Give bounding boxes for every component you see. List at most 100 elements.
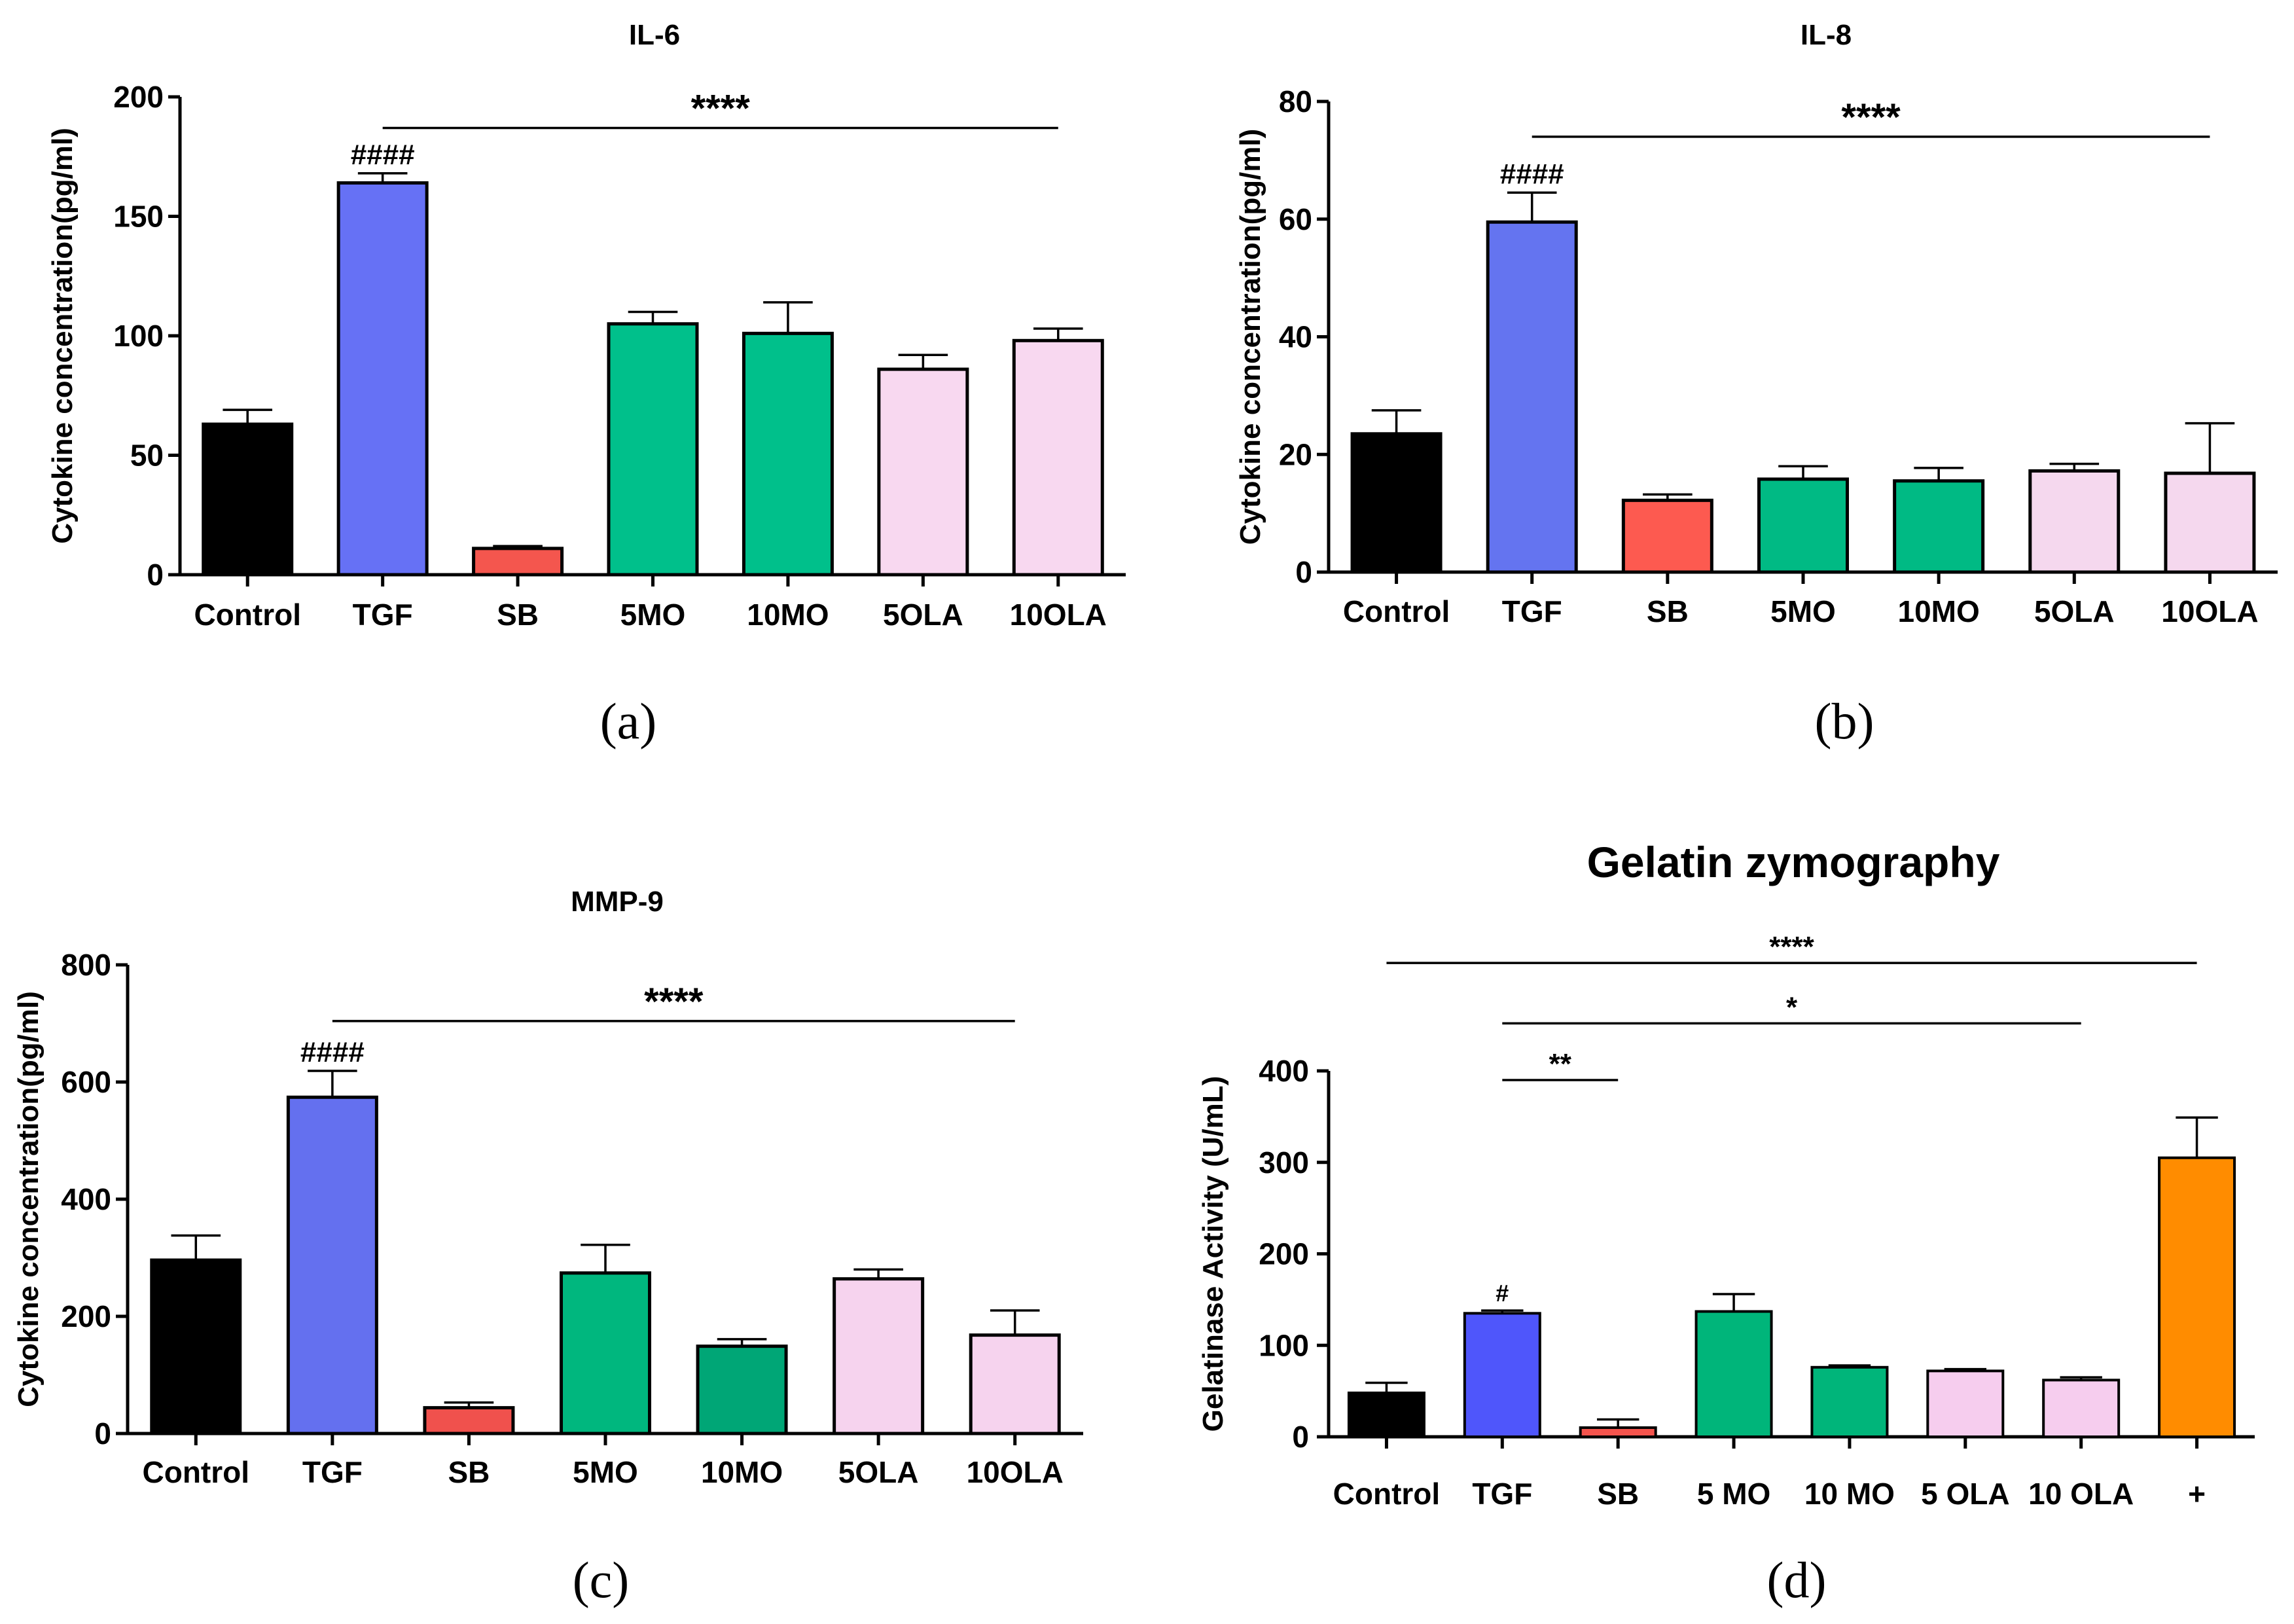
y-tick-label: 0 [1295, 555, 1312, 589]
x-tick-label: TGF [353, 598, 413, 632]
hash-annotation: #### [351, 139, 415, 171]
y-tick-label: 800 [61, 948, 111, 982]
y-tick-label: 0 [147, 558, 164, 592]
bar [833, 1277, 925, 1435]
y-tick-label: 200 [1259, 1237, 1309, 1271]
x-tick-label: 5 OLA [1921, 1477, 2009, 1511]
bar [1012, 338, 1104, 577]
x-tick-label: Control [143, 1455, 250, 1489]
y-tick-label: 100 [113, 319, 164, 353]
significance-stars: **** [1841, 96, 1901, 139]
bar [423, 1406, 515, 1435]
x-tick-label: 10 OLA [2028, 1477, 2134, 1511]
x-tick-label: 10OLA [2161, 594, 2258, 628]
y-axis-label: Cytokine concentration(pg/ml) [46, 128, 79, 544]
bar [969, 1333, 1061, 1435]
bar [1757, 477, 1849, 574]
chart-title: MMP-9 [571, 886, 664, 918]
bar [1579, 1426, 1657, 1438]
x-tick-label: 10MO [1898, 594, 1980, 628]
bar [2164, 471, 2256, 574]
bar [1810, 1365, 1889, 1439]
y-tick-label: 40 [1279, 320, 1312, 354]
x-tick-label: 10MO [701, 1455, 783, 1489]
chart-title: IL-6 [629, 19, 680, 51]
bar [472, 547, 564, 577]
y-tick-label: 80 [1279, 84, 1312, 118]
x-tick-label: TGF [302, 1455, 363, 1489]
x-tick-label: TGF [1472, 1477, 1532, 1511]
hash-annotation: # [1496, 1280, 1509, 1307]
bar [1694, 1310, 1773, 1438]
bar [1350, 432, 1443, 574]
x-tick-label: 5OLA [883, 598, 963, 632]
significance-stars: * [1786, 991, 1798, 1023]
x-tick-label: SB [1597, 1477, 1639, 1511]
chart-panel-b: IL-8 Cytokine concentration(pg/ml) 0 20 40 60… [1234, 19, 2278, 749]
y-tick-label: 200 [61, 1299, 111, 1333]
x-tick-label: SB [497, 598, 539, 632]
x-tick-label: 10 MO [1804, 1477, 1895, 1511]
x-tick-label: 5 MO [1697, 1477, 1770, 1511]
bar [2028, 469, 2121, 574]
chart-panel-d: Gelatin zymography Gelatinase Activity (U… [1197, 838, 2255, 1608]
bar [1621, 498, 1713, 574]
x-tick-label: 10OLA [967, 1455, 1064, 1489]
x-tick-label: + [2188, 1477, 2206, 1511]
hash-annotation: #### [1500, 158, 1564, 190]
y-tick-label: 150 [113, 200, 164, 234]
x-tick-label: 10MO [747, 598, 829, 632]
bar [2158, 1156, 2236, 1438]
y-tick-label: 400 [1259, 1054, 1309, 1088]
y-tick-label: 400 [61, 1182, 111, 1216]
x-tick-label: 10OLA [1010, 598, 1107, 632]
y-tick-label: 0 [1292, 1420, 1309, 1454]
bar [560, 1271, 651, 1435]
bar [742, 331, 834, 577]
bar [877, 367, 969, 577]
bar [336, 181, 429, 577]
panel-label: (d) [1767, 1551, 1827, 1608]
bar [202, 422, 294, 577]
bar [2042, 1379, 2121, 1438]
chart-panel-a: IL-6 Cytokine concentration(pg/ml) 0 50 100 1… [46, 19, 1126, 749]
hash-annotation: #### [300, 1036, 365, 1068]
y-axis-label: Cytokine concentration(pg/ml) [12, 991, 45, 1407]
y-axis-label: Cytokine concentration(pg/ml) [1234, 129, 1266, 545]
y-tick-label: 0 [94, 1416, 111, 1451]
bar [286, 1095, 378, 1435]
chart-title: IL-8 [1801, 19, 1852, 51]
x-tick-label: 5MO [620, 598, 686, 632]
bar [1347, 1391, 1425, 1438]
bar [1893, 479, 1985, 574]
significance-stars: ** [1549, 1048, 1572, 1080]
x-tick-label: 5OLA [838, 1455, 919, 1489]
significance-stars: **** [691, 87, 751, 130]
y-tick-label: 60 [1279, 202, 1312, 236]
y-tick-label: 50 [130, 439, 164, 473]
x-tick-label: SB [1647, 594, 1689, 628]
y-axis-label: Gelatinase Activity (U/mL) [1197, 1076, 1229, 1432]
y-tick-label: 200 [113, 80, 164, 114]
bar [607, 322, 699, 577]
y-tick-label: 100 [1259, 1328, 1309, 1362]
x-tick-label: SB [448, 1455, 490, 1489]
panel-label: (b) [1815, 693, 1874, 749]
x-tick-label: 5MO [1770, 594, 1836, 628]
bar [696, 1344, 788, 1435]
bar [150, 1258, 242, 1435]
y-tick-label: 20 [1279, 437, 1312, 471]
x-tick-label: Control [1343, 594, 1450, 628]
panel-label: (c) [573, 1551, 630, 1608]
x-tick-label: Control [1333, 1477, 1441, 1511]
bar [1926, 1369, 2005, 1438]
y-tick-label: 300 [1259, 1146, 1309, 1180]
x-tick-label: 5OLA [2034, 594, 2115, 628]
x-tick-label: Control [194, 598, 301, 632]
panel-label: (a) [600, 693, 657, 749]
y-tick-label: 600 [61, 1065, 111, 1099]
x-tick-label: TGF [1502, 594, 1562, 628]
significance-stars: **** [1769, 931, 1814, 963]
bar [1463, 1312, 1541, 1439]
